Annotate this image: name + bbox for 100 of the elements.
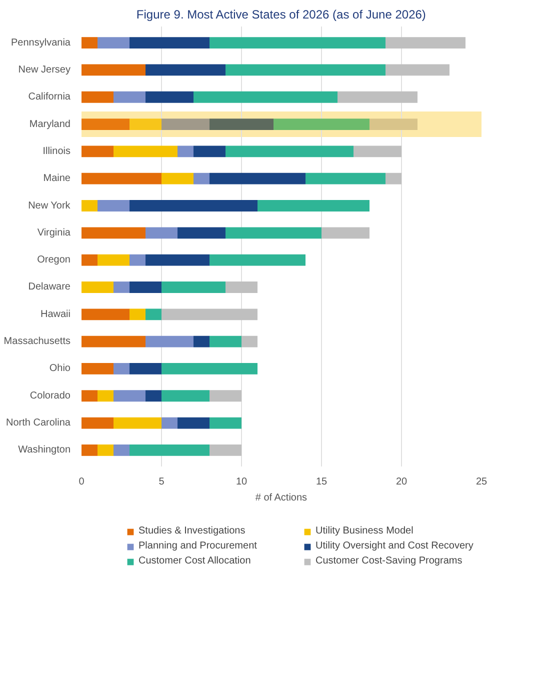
bar	[146, 254, 210, 266]
bar	[162, 308, 258, 320]
y-tick-label: New York	[28, 200, 72, 212]
bar	[82, 444, 98, 456]
y-tick-label: Virginia	[37, 227, 71, 238]
legend-label: Utility Oversight and Cost Recovery	[316, 540, 474, 552]
bar	[114, 444, 130, 456]
x-tick-label: 20	[396, 476, 408, 488]
bar	[210, 390, 242, 402]
x-axis-title: # of Actions	[255, 492, 308, 504]
bar	[194, 146, 226, 158]
bar	[194, 91, 338, 103]
bar	[130, 37, 210, 48]
x-tick-label: 25	[476, 476, 488, 488]
bar	[162, 118, 210, 130]
bar	[146, 64, 226, 76]
bar	[114, 363, 130, 374]
bar	[98, 390, 114, 402]
legend-label: Studies & Investigations	[138, 526, 246, 536]
bar	[98, 37, 130, 48]
bar	[226, 64, 386, 76]
bar	[242, 336, 258, 348]
bar	[162, 363, 258, 374]
bar	[82, 37, 98, 48]
legend-label: Customer Cost Allocation	[138, 556, 252, 566]
bar	[114, 146, 178, 158]
y-tick-label: Hawaii	[40, 308, 71, 320]
bar	[146, 336, 194, 348]
bar	[114, 282, 130, 293]
bar	[130, 444, 210, 456]
bar	[210, 254, 306, 266]
legend-label: Utility Business Model	[316, 526, 414, 536]
y-tick-label: Illinois	[42, 146, 71, 157]
bar	[82, 254, 98, 266]
bar	[146, 390, 162, 402]
y-tick-label: Maine	[43, 173, 71, 184]
bar	[82, 118, 130, 130]
bar	[82, 308, 130, 320]
bar	[82, 282, 114, 293]
bar	[162, 172, 194, 184]
bar	[210, 417, 242, 429]
bar	[114, 390, 146, 402]
bar	[146, 91, 194, 103]
x-tick-label: 5	[158, 476, 165, 488]
bar	[82, 227, 146, 239]
bar	[130, 254, 146, 266]
y-tick-label: Massachusetts	[4, 336, 71, 348]
y-tick-label: North Carolina	[6, 418, 71, 429]
bar	[226, 146, 354, 158]
bar	[130, 282, 162, 293]
y-tick-label: Maryland	[29, 118, 71, 130]
bar	[114, 417, 162, 429]
bar	[210, 444, 242, 456]
y-tick-label: Delaware	[28, 282, 71, 293]
y-tick-label: Colorado	[30, 390, 71, 402]
bar	[162, 282, 226, 293]
bar	[210, 118, 274, 130]
bar	[370, 118, 418, 130]
bar	[82, 64, 146, 76]
y-tick-label: New Jersey	[18, 64, 71, 76]
bar	[194, 172, 210, 184]
legend-label: Customer Cost-Saving Programs	[316, 556, 464, 566]
bar	[354, 146, 402, 158]
x-tick-label: 15	[316, 476, 328, 488]
x-tick-label: 10	[236, 476, 248, 488]
bar	[210, 172, 306, 184]
bar	[130, 363, 162, 374]
y-tick-label: Oregon	[37, 254, 71, 266]
bar	[146, 308, 162, 320]
y-tick-label: Ohio	[49, 363, 71, 374]
bar	[82, 390, 98, 402]
bar	[162, 417, 178, 429]
bar	[98, 444, 114, 456]
legend-label: Planning and Procurement	[138, 540, 258, 552]
bar	[386, 64, 450, 76]
bar	[82, 172, 162, 184]
bar	[82, 417, 114, 429]
bar	[162, 390, 210, 402]
x-tick-label: 0	[78, 476, 85, 488]
bar	[146, 227, 178, 239]
bar	[226, 227, 322, 239]
bar	[130, 308, 146, 320]
bar	[386, 172, 402, 184]
bar	[82, 91, 114, 103]
bar	[386, 37, 466, 48]
bar	[322, 227, 370, 239]
bar	[82, 200, 98, 212]
bar	[82, 336, 146, 348]
bar	[274, 118, 370, 130]
bar	[178, 227, 226, 239]
bar	[226, 282, 258, 293]
bar	[258, 200, 370, 212]
bar	[98, 254, 130, 266]
bar	[82, 363, 114, 374]
bar	[130, 118, 162, 130]
bar	[130, 200, 258, 212]
bar	[338, 91, 418, 103]
y-tick-label: Washington	[18, 444, 70, 456]
bar	[178, 146, 194, 158]
chart-title: Figure 9. Most Active States of 2026 (as of June 2026)	[136, 8, 426, 22]
